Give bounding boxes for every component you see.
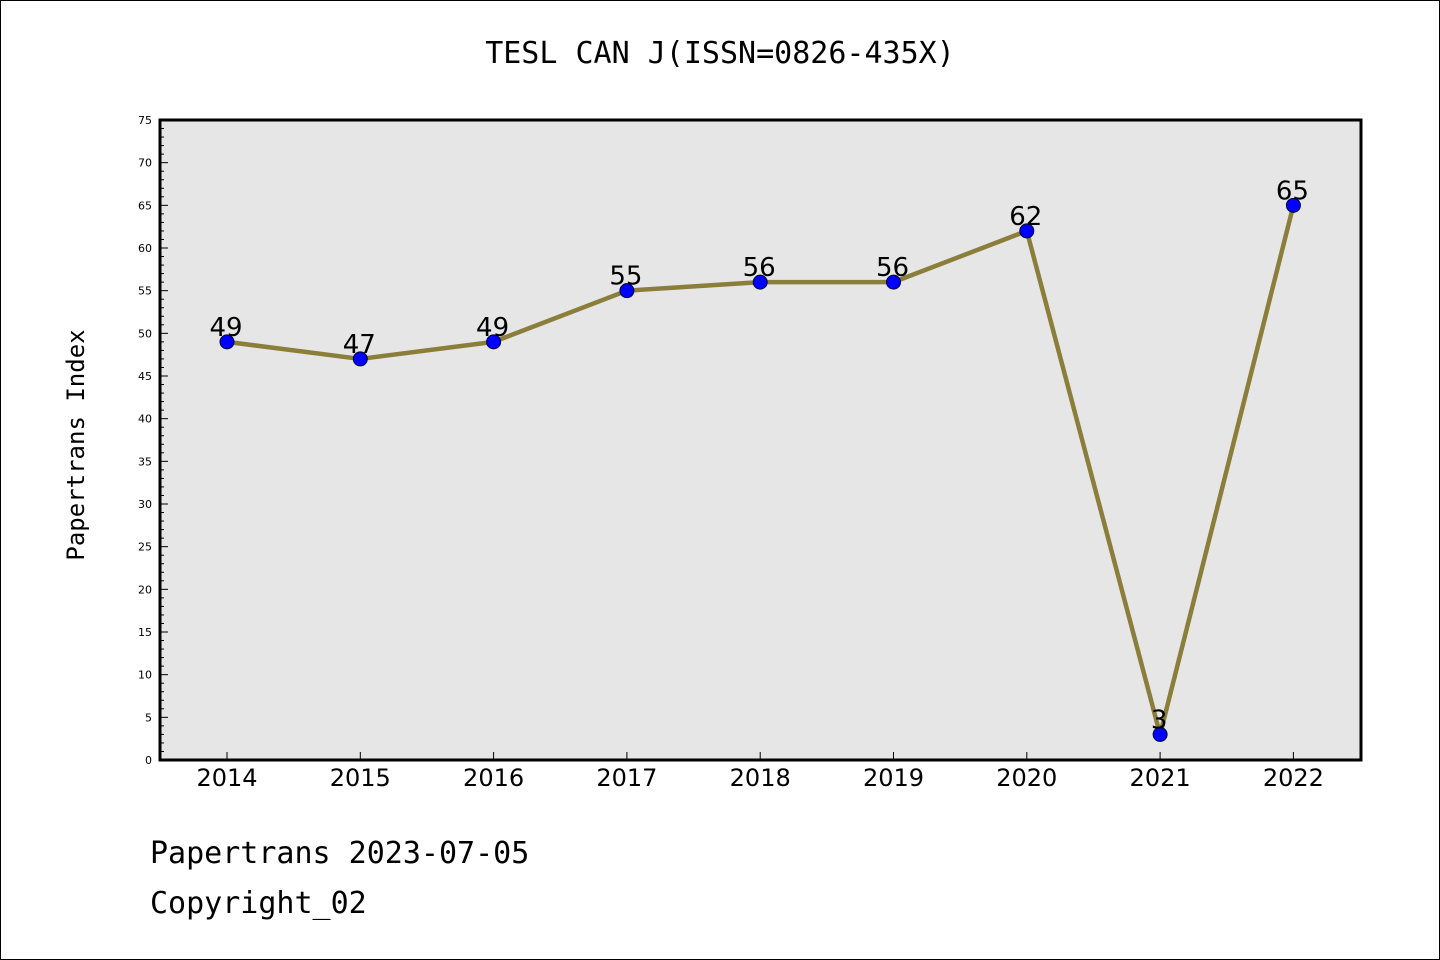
x-tick-label: 2022 <box>1263 764 1324 792</box>
data-label: 47 <box>343 330 376 360</box>
y-tick-label: 70 <box>138 157 152 170</box>
data-point <box>1285 197 1301 213</box>
x-tick-label: 2014 <box>196 764 257 792</box>
y-tick-label: 50 <box>138 327 152 340</box>
data-label: 55 <box>609 262 642 292</box>
data-label: 62 <box>1009 202 1042 232</box>
x-tick-label: 2020 <box>996 764 1057 792</box>
y-tick-label: 75 <box>138 114 152 127</box>
y-tick-label: 65 <box>138 199 152 212</box>
footer-date: Papertrans 2023-07-05 <box>150 836 530 871</box>
y-tick-label: 25 <box>138 541 152 554</box>
y-tick-label: 15 <box>138 626 152 639</box>
data-point <box>886 274 901 290</box>
x-tick-label: 2017 <box>596 764 657 792</box>
y-axis: 0 5 10 15 20 25 30 35 40 45 50 55 60 65 70 75 <box>138 114 168 767</box>
data-label: 56 <box>743 253 776 283</box>
y-tick-label: 0 <box>145 754 152 767</box>
x-axis: 2014 2015 2016 2017 2018 2019 2020 2021 2022 <box>196 752 1324 792</box>
x-tick-label: 2018 <box>730 764 791 792</box>
y-tick-label: 30 <box>138 498 152 511</box>
data-label: 3 <box>1151 705 1168 735</box>
plot-area <box>158 118 1363 762</box>
y-tick-label: 10 <box>138 669 152 682</box>
x-tick-label: 2021 <box>1130 764 1191 792</box>
series-markers <box>219 197 1301 742</box>
data-point <box>752 274 768 290</box>
data-labels: 49 47 49 55 56 56 62 3 65 <box>209 176 1308 735</box>
y-tick-label: 35 <box>138 455 152 468</box>
data-point <box>619 283 635 299</box>
chart-title: TESL CAN J(ISSN=0826-435X) <box>485 36 955 71</box>
data-point <box>219 334 235 350</box>
x-tick-label: 2016 <box>463 764 524 792</box>
x-tick-label: 2019 <box>863 764 924 792</box>
data-label: 56 <box>876 253 909 283</box>
data-point <box>352 351 368 367</box>
y-tick-label: 55 <box>138 285 152 298</box>
y-tick-label: 45 <box>138 370 152 383</box>
data-point <box>486 334 502 350</box>
data-label: 65 <box>1276 176 1309 206</box>
x-tick-label: 2015 <box>330 764 391 792</box>
data-label: 49 <box>209 313 242 343</box>
y-tick-label: 5 <box>145 711 152 724</box>
data-point <box>1152 726 1168 742</box>
y-tick-label: 20 <box>138 583 152 596</box>
footer-copyright: Copyright_02 <box>150 886 367 921</box>
y-tick-label: 40 <box>138 413 152 426</box>
data-point <box>1019 223 1035 239</box>
data-label: 49 <box>476 313 509 343</box>
y-tick-label: 60 <box>138 242 152 255</box>
